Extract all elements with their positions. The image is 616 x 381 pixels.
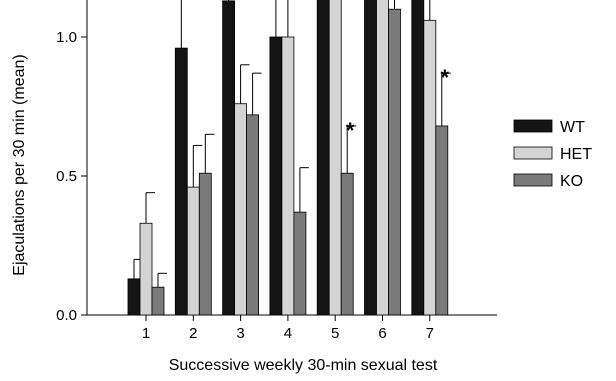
bar-wt-6 xyxy=(364,0,377,316)
legend: WT HET KO xyxy=(513,119,592,190)
bar-wt-3 xyxy=(222,0,236,316)
bar-het-2 xyxy=(186,186,200,316)
y-tick-label: 0.5 xyxy=(56,168,77,185)
x-tick-label: 1 xyxy=(142,325,150,342)
bar-wt-7 xyxy=(411,0,425,316)
legend-swatch-wt xyxy=(513,119,553,133)
legend-swatch-het xyxy=(513,146,553,160)
bar-het-7 xyxy=(423,19,437,316)
y-tick-label: 0.0 xyxy=(56,307,77,324)
bar-wt-2 xyxy=(174,47,188,316)
x-tick-label: 6 xyxy=(378,325,386,342)
legend-label-het: HET xyxy=(560,146,592,163)
bar-ko-5 xyxy=(340,172,354,316)
significance-marker: * xyxy=(441,65,450,90)
x-tick-label: 5 xyxy=(331,325,339,342)
bar-wt-4 xyxy=(269,36,283,316)
bar-ko-7 xyxy=(435,125,449,316)
bar-wt-1 xyxy=(127,278,141,316)
y-tick-label: 1.0 xyxy=(56,29,77,46)
bar-het-6 xyxy=(376,0,389,316)
bar-ko-2 xyxy=(198,172,212,316)
x-tick-label: 7 xyxy=(426,325,434,342)
x-tick-label: 4 xyxy=(284,325,292,342)
x-tick-label: 3 xyxy=(236,325,244,342)
bar-het-3 xyxy=(234,103,248,316)
legend-swatch-ko xyxy=(513,173,553,187)
bar-wt-5 xyxy=(316,0,330,316)
legend-label-wt: WT xyxy=(560,119,585,136)
significance-marker: * xyxy=(346,118,355,143)
bar-het-4 xyxy=(281,36,295,316)
bar-het-1 xyxy=(139,222,153,316)
bar-ko-4 xyxy=(293,211,307,316)
bar-ko-3 xyxy=(246,114,260,316)
bar-het-5 xyxy=(328,0,342,316)
legend-label-ko: KO xyxy=(560,173,583,190)
x-tick-label: 2 xyxy=(189,325,197,342)
bar-ko-6 xyxy=(388,8,401,316)
bar-ko-1 xyxy=(151,286,165,316)
y-axis-label: Ejaculations per 30 min (mean) xyxy=(11,54,28,275)
x-axis-label: Successive weekly 30-min sexual test xyxy=(169,357,438,374)
